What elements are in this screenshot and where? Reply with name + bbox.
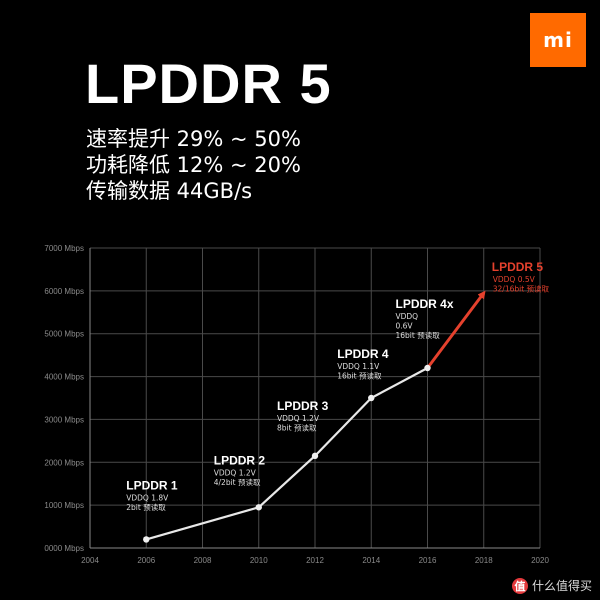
series-line-projection — [426, 290, 486, 369]
data-point — [143, 536, 150, 543]
annotation-detail: 32/16bit 预读取 — [493, 284, 550, 294]
y-tick-label: 0000 Mbps — [44, 544, 84, 553]
feature-bandwidth: 传输数据 44GB/s — [86, 179, 253, 203]
annotation-detail: 0.6V — [396, 322, 414, 331]
annotation-detail: VDDQ 1.2V — [214, 468, 257, 477]
annotation-title: LPDDR 1 — [126, 478, 178, 492]
x-tick-label: 2020 — [531, 556, 549, 565]
y-tick-label: 4000 Mbps — [44, 373, 84, 382]
annotation-title: LPDDR 3 — [277, 399, 329, 413]
data-point — [255, 504, 262, 511]
y-tick-label: 3000 Mbps — [44, 415, 84, 424]
x-tick-label: 2012 — [306, 556, 324, 565]
annotation-detail: VDDQ 1.1V — [337, 362, 380, 371]
annotation-detail: 16bit 预读取 — [337, 371, 382, 381]
x-tick-label: 2008 — [194, 556, 212, 565]
brand-logo-text: mi — [543, 28, 573, 52]
y-tick-label: 1000 Mbps — [44, 501, 84, 510]
annotation-detail: 4/2bit 预读取 — [214, 477, 261, 487]
y-tick-label: 6000 Mbps — [44, 287, 84, 296]
watermark-badge: 值 — [511, 577, 528, 594]
annotation-detail: 2bit 预读取 — [126, 502, 166, 512]
annotation-detail: 16bit 预读取 — [396, 330, 441, 340]
annotation-detail: VDDQ — [396, 312, 419, 321]
feature-power: 功耗降低 12% ~ 20% — [86, 153, 301, 177]
feature-speed: 速率提升 29% ~ 50% — [86, 127, 301, 151]
annotation-detail: VDDQ 1.8V — [126, 493, 169, 502]
x-tick-label: 2010 — [250, 556, 268, 565]
annotation-title: LPDDR 4 — [337, 347, 389, 361]
x-tick-label: 2006 — [137, 556, 155, 565]
x-tick-label: 2004 — [81, 556, 99, 565]
annotation-title: LPDDR 4x — [396, 297, 454, 311]
data-point — [368, 394, 375, 402]
brand-logo: mi — [530, 13, 586, 67]
y-tick-label: 7000 Mbps — [44, 244, 84, 253]
feature-list: 速率提升 29% ~ 50% 功耗降低 12% ~ 20% 传输数据 44GB/… — [86, 126, 301, 204]
x-tick-label: 2014 — [362, 556, 380, 565]
data-point — [311, 452, 319, 460]
page-title: LPDDR 5 — [85, 52, 332, 115]
annotation-detail: VDDQ 1.2V — [277, 414, 320, 423]
annotation-detail: 8bit 预读取 — [277, 422, 317, 432]
y-tick-label: 2000 Mbps — [44, 458, 84, 467]
annotation-title: LPDDR 5 — [492, 260, 544, 274]
x-tick-label: 2016 — [419, 556, 437, 565]
watermark-text: 什么值得买 — [531, 579, 592, 593]
y-tick-label: 5000 Mbps — [44, 330, 84, 339]
data-point — [424, 364, 431, 372]
watermark: 值 什么值得买 — [511, 577, 592, 594]
annotation-detail: VDDQ 0.5V — [493, 275, 536, 284]
annotation-title: LPDDR 2 — [214, 453, 266, 467]
x-tick-label: 2018 — [475, 556, 493, 565]
series-line-history — [145, 367, 429, 541]
